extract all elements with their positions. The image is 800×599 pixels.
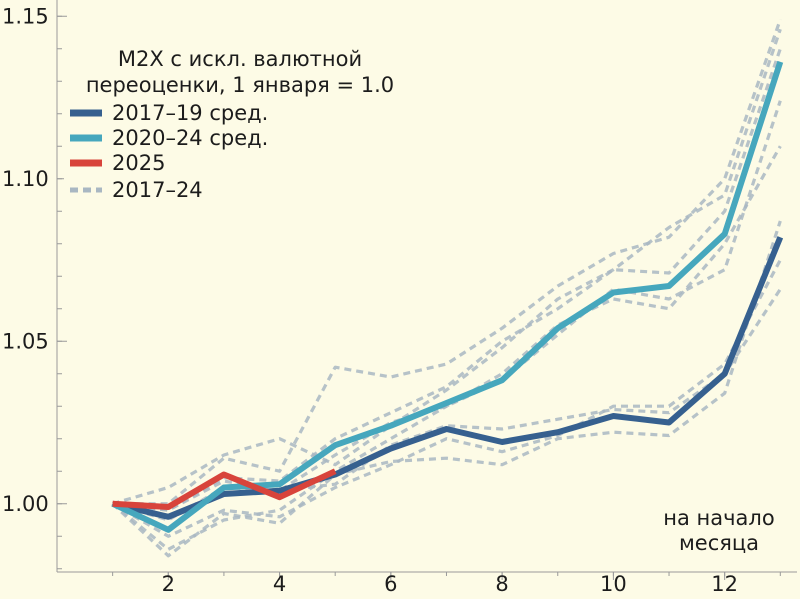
y-tick-label: 1.10 (2, 167, 49, 191)
annotation-text: на начало (663, 506, 774, 530)
series-2017-24-line-7 (112, 18, 782, 506)
series-2017-24-line-3 (112, 288, 782, 512)
series-2025-line (112, 468, 337, 510)
legend-entry-label: 2020–24 сред. (112, 126, 268, 150)
x-tick-label: 2 (162, 572, 175, 596)
series-2017-24-line-2 (111, 259, 782, 538)
x-tick-label: 10 (600, 572, 627, 596)
legend-background (64, 36, 419, 208)
legend-entry-label: 2017–19 сред. (112, 101, 268, 125)
series-2017-19-сред-line (111, 236, 784, 520)
y-tick-label: 1.05 (2, 329, 49, 353)
plot-lines (111, 18, 784, 558)
legend-entry-label: 2025 (112, 151, 165, 175)
x-tick-label: 12 (711, 572, 738, 596)
series-2017-24-line-1 (111, 220, 782, 558)
annotation-text: месяца (679, 531, 759, 555)
x-tick-label: 8 (495, 572, 508, 596)
legend-title: M2X с искл. валютной (118, 47, 362, 71)
series-2020-24-сред-line (111, 60, 784, 533)
x-tick-label: 6 (384, 572, 397, 596)
y-tick-label: 1.15 (2, 4, 49, 28)
legend-entry-label: 2017–24 (112, 178, 203, 202)
legend-title: переоценки, 1 января = 1.0 (86, 73, 394, 97)
y-tick-label: 1.00 (2, 492, 49, 516)
series-2017-24-line-8 (112, 28, 782, 506)
x-tick-label: 4 (273, 572, 286, 596)
